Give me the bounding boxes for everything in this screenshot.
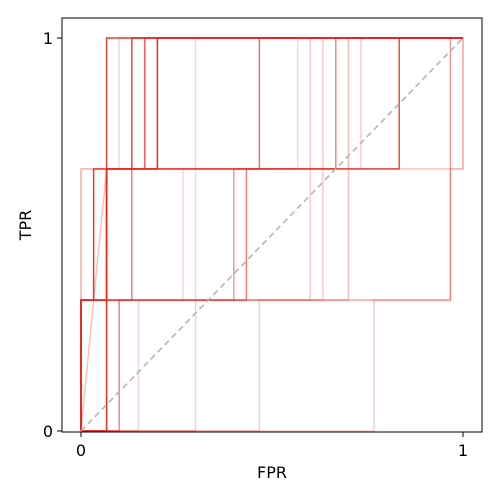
y-axis-ticks: 01 [43, 29, 62, 441]
roc-curve-18 [80, 37, 463, 431]
roc-curve-12 [81, 37, 463, 432]
roc-curve-19 [81, 37, 463, 432]
roc-curve-8 [81, 37, 463, 432]
x-tick-label-0: 0 [76, 441, 86, 460]
plot-frame [61, 17, 483, 433]
roc-curves [80, 37, 464, 432]
roc-curve-15 [81, 37, 463, 432]
y-tick-label-0: 0 [43, 422, 53, 441]
roc-curve-13 [80, 37, 463, 431]
y-tick-label-1: 1 [43, 29, 53, 48]
plot-background [62, 18, 482, 432]
x-tick-label-1: 1 [458, 441, 468, 460]
y-axis-label: TPR [16, 210, 35, 242]
roc-curve-9 [81, 37, 463, 432]
roc-curve-20 [80, 37, 463, 431]
chance-diagonal [80, 37, 464, 432]
roc-curve-10 [81, 38, 464, 432]
roc-curve-16 [81, 37, 463, 432]
roc-curve-11 [80, 38, 452, 432]
roc-curve-14 [81, 37, 463, 432]
roc-curve-17 [80, 37, 463, 431]
x-axis-label: FPR [257, 463, 287, 482]
